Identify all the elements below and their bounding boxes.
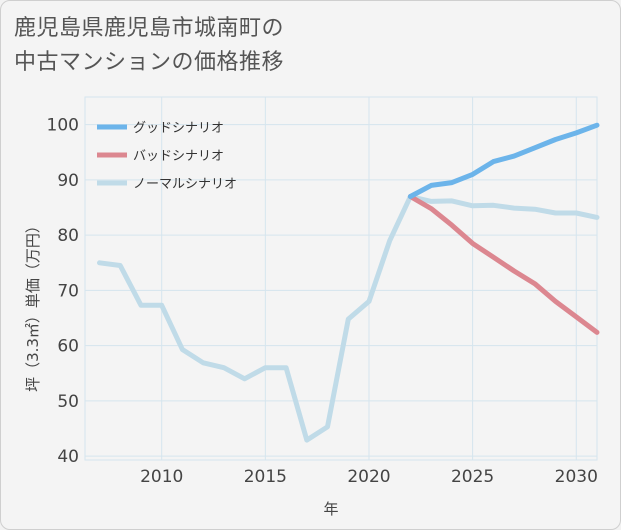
series-line-1 (407, 122, 600, 199)
y-tick-label: 50 (57, 392, 79, 412)
x-tick-label: 2025 (451, 467, 494, 487)
y-tick-labels: 40 50 60 70 80 90 100 (47, 116, 79, 468)
y-tick-label: 80 (57, 226, 79, 246)
series-line-2 (407, 194, 600, 335)
x-axis-label: 年 (323, 500, 338, 518)
y-tick-label: 90 (57, 171, 79, 191)
series-line-3 (97, 194, 600, 443)
legend-label-1: グッドシナリオ (133, 121, 224, 136)
y-tick-label: 40 (57, 447, 79, 467)
y-tick-label: 60 (57, 337, 79, 357)
x-tick-label: 2030 (555, 467, 598, 487)
y-tick-label: 100 (47, 116, 79, 136)
legend-label-2: バッドシナリオ (133, 149, 224, 164)
series-lines (97, 122, 600, 443)
y-tick-label: 70 (57, 281, 79, 301)
y-axis-label: 坪（3.3㎡）単価（万円） (24, 218, 42, 392)
x-tick-labels: 2010 2015 2020 2025 2030 (140, 467, 598, 487)
plot-frame (84, 96, 598, 461)
x-tick-label: 2010 (140, 467, 183, 487)
legend-label-3: ノーマルシナリオ (133, 177, 237, 192)
chart-title: 鹿児島県鹿児島市城南町の 中古マンションの価格推移 (14, 16, 285, 75)
x-tick-label: 2020 (347, 467, 390, 487)
x-tick-label: 2015 (244, 467, 287, 487)
grid (84, 96, 598, 461)
